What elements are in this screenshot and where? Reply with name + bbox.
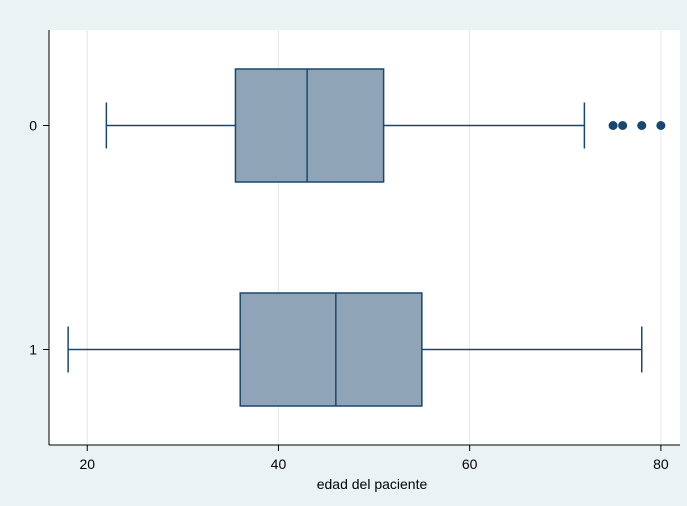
outlier-point-0-1 (618, 121, 628, 130)
axis-labels: 20 40 60 80 0 1 (29, 118, 669, 473)
x-axis-title: edad del paciente (317, 476, 428, 492)
x-tick-label-20: 20 (79, 456, 95, 472)
outlier-point-0-0 (608, 121, 618, 130)
axes (43, 30, 680, 451)
boxes (67, 68, 666, 407)
box-0 (234, 68, 385, 183)
outlier-point-0-2 (637, 121, 647, 130)
x-tick-label-60: 60 (462, 456, 478, 472)
box-1 (239, 292, 423, 407)
x-tick-label-80: 80 (653, 456, 669, 472)
y-tick-label-1: 1 (29, 342, 37, 358)
x-tick-label-40: 40 (271, 456, 287, 472)
outlier-point-0-3 (656, 121, 666, 130)
y-tick-label-0: 0 (29, 118, 37, 134)
